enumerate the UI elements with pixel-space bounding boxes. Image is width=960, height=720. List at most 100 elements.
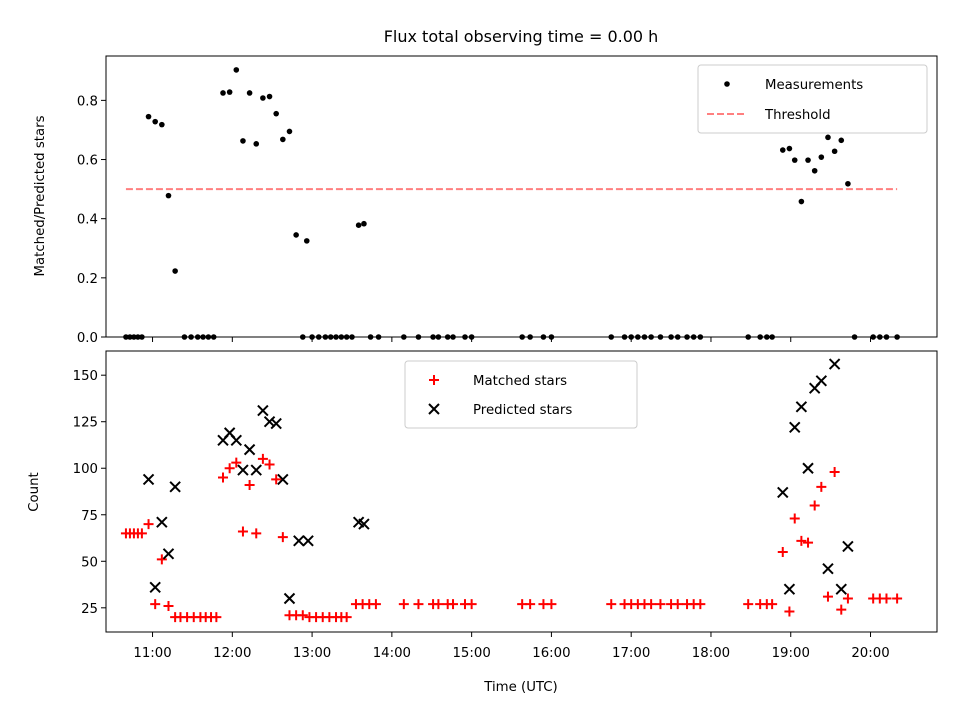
measurement-point	[825, 134, 831, 141]
predicted-star-point	[162, 548, 175, 560]
predicted-star-point	[283, 592, 296, 605]
matched-star-point	[881, 593, 892, 604]
legend-label: Threshold	[764, 108, 831, 123]
predicted-star-point	[795, 401, 808, 413]
predicted-star-point	[250, 464, 262, 476]
y-tick-label: 50	[81, 555, 98, 570]
y-tick-label: 100	[73, 462, 98, 477]
matched-star-point	[606, 599, 617, 610]
predicted-star-point	[263, 416, 276, 428]
predicted-star-point	[230, 434, 243, 447]
predicted-star-point	[237, 464, 249, 476]
measurement-point	[798, 198, 805, 205]
legend-dot-marker	[724, 81, 730, 87]
top-panel-legend: Measurements Threshold	[697, 64, 928, 134]
matched-star-point	[218, 472, 229, 483]
matched-star-point	[156, 554, 167, 565]
matched-star-point	[224, 463, 235, 474]
x-tick-label: 18:00	[692, 646, 730, 661]
measurement-point	[791, 157, 798, 163]
predicted-star-point	[243, 443, 256, 456]
y-tick-label: 75	[81, 509, 98, 524]
x-tick-label: 19:00	[772, 646, 810, 661]
y-tick-label: 0.2	[77, 272, 98, 287]
measurement-point	[805, 157, 811, 163]
predicted-star-point	[156, 516, 168, 528]
predicted-star-point	[142, 473, 155, 486]
matched-star-point	[398, 599, 409, 610]
top-panel: 0.00.20.40.60.8 Matched/Predicted stars …	[33, 55, 938, 346]
matched-star-point	[829, 466, 840, 477]
y-tick-label: 0.0	[77, 331, 98, 346]
measurement-point	[811, 167, 818, 174]
x-tick-label: 12:00	[213, 646, 251, 661]
y-tick-label: 0.4	[77, 213, 98, 228]
measurement-point	[831, 148, 838, 155]
bottom-panel-y-axis-label: Count	[27, 472, 42, 512]
matched-star-point	[777, 546, 788, 557]
predicted-star-point	[815, 375, 828, 387]
predicted-star-point	[149, 581, 161, 594]
figure-title: Flux total observing time = 0.00 h	[384, 27, 659, 46]
predicted-star-point	[302, 535, 314, 547]
measurement-point	[786, 145, 793, 152]
bottom-panel-legend: Matched stars Predicted stars	[404, 360, 638, 429]
matched-star-point	[803, 537, 814, 548]
measurement-point	[355, 222, 362, 228]
measurement-point	[152, 118, 158, 125]
measurement-point	[220, 90, 226, 96]
legend-label: Predicted stars	[473, 403, 572, 418]
measurement-point	[253, 141, 260, 147]
matched-star-point	[231, 457, 242, 468]
measurement-point	[779, 147, 786, 153]
legend-plus-marker	[429, 375, 439, 385]
legend-box	[404, 360, 638, 429]
measurement-point	[280, 136, 286, 143]
x-tick-label: 20:00	[851, 646, 889, 661]
matched-star-point	[767, 599, 778, 610]
x-tick-label: 11:00	[133, 646, 171, 661]
predicted-star-point	[822, 563, 834, 575]
matched-star-point	[809, 500, 820, 511]
top-panel-marks	[123, 67, 900, 340]
matched-star-point	[136, 528, 147, 539]
matched-star-point	[370, 599, 381, 610]
matched-star-point	[271, 474, 282, 485]
measurement-point	[226, 89, 233, 95]
predicted-star-point	[358, 518, 370, 530]
predicted-star-point	[169, 481, 181, 493]
measurement-point	[838, 137, 845, 144]
matched-star-point	[143, 519, 154, 530]
matched-star-point	[413, 599, 424, 610]
predicted-star-point	[783, 583, 796, 595]
predicted-star-point	[828, 358, 841, 370]
measurement-point	[233, 67, 240, 73]
matched-star-point	[836, 604, 847, 615]
matched-star-point	[297, 610, 308, 621]
matched-star-point	[251, 528, 262, 539]
measurement-point	[303, 238, 310, 244]
matched-star-point	[341, 612, 352, 623]
y-tick-label: 150	[73, 369, 98, 384]
predicted-star-point	[270, 417, 282, 430]
matched-star-point	[448, 599, 459, 610]
x-tick-label: 14:00	[373, 646, 411, 661]
predicted-star-point	[835, 583, 847, 595]
matched-star-point	[892, 593, 903, 604]
matched-star-point	[672, 599, 683, 610]
measurement-point	[286, 128, 293, 135]
measurement-point	[293, 232, 299, 238]
y-tick-label: 0.8	[77, 94, 98, 109]
measurement-point	[159, 121, 165, 128]
top-panel-frame	[105, 55, 938, 338]
measurement-point	[260, 95, 266, 101]
matched-star-point	[546, 599, 557, 610]
y-tick-label: 125	[73, 416, 98, 431]
measurement-point	[361, 220, 367, 227]
x-tick-label: 17:00	[612, 646, 650, 661]
matched-star-point	[784, 606, 795, 617]
measurement-point	[266, 93, 273, 100]
y-tick-label: 25	[81, 602, 98, 617]
measurement-point	[273, 110, 279, 117]
predicted-star-point	[277, 473, 289, 486]
